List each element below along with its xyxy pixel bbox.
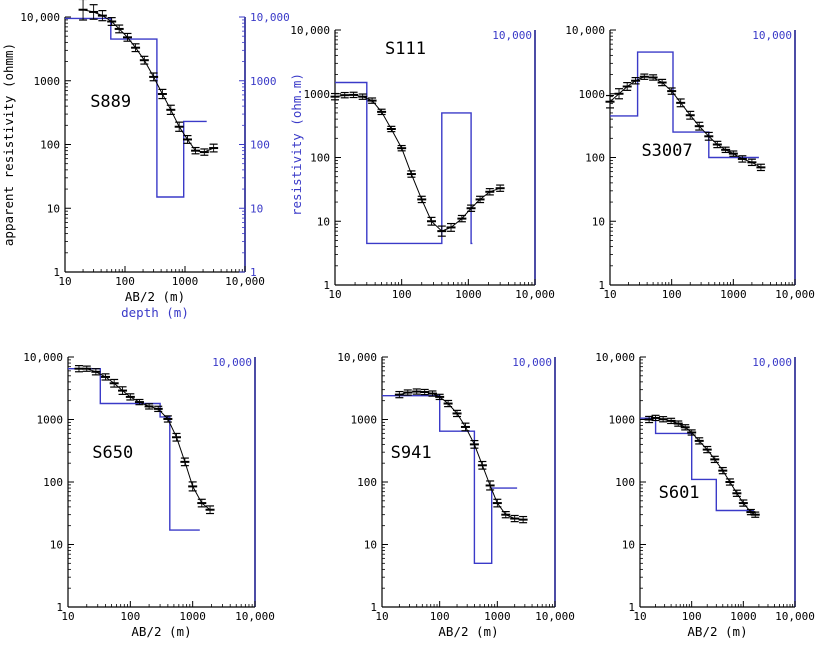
y-tick-label: 1	[56, 601, 63, 614]
sounding-title: S3007	[641, 141, 692, 161]
y-tick-label: 10	[317, 215, 330, 228]
sounding-title: S650	[92, 443, 133, 463]
x-tick-label: 1000	[455, 288, 482, 301]
right-axis-title: resistivity (ohm.m)	[289, 73, 304, 216]
y-tick-label: 1000	[304, 88, 331, 101]
y-tick-label: 1	[598, 279, 605, 292]
x-axis-title: AB/2 (m)	[438, 624, 498, 639]
x-tick-label: 1000	[179, 610, 206, 623]
y-axis-title: apparent resistivity (ohmm)	[1, 43, 16, 246]
y-tick-label: 10,000	[595, 351, 635, 364]
panel-s889: 10 100 1000 10,000 1 10 100 1000 10,000 1 10 100 100…	[0, 0, 322, 345]
panel-s650: 10 100 1000 10,000 1 10 100 1000 10,000 10,000 S65…	[5, 345, 305, 648]
right-tick-label: 10	[250, 202, 263, 215]
y-tick-label: 100	[40, 139, 60, 152]
y-tick-label: 100	[310, 152, 330, 165]
x-tick-label: 10	[633, 610, 646, 623]
y-tick-label: 1000	[579, 88, 606, 101]
panel-s111: 10 100 1000 10,000 1 10 100 1000 10,000 10,000 S11…	[285, 0, 565, 345]
x-tick-label: 10,000	[775, 610, 815, 623]
chart-S889: 10 100 1000 10,000110100100010,000110100100…	[1, 0, 304, 320]
y-tick-label: 100	[615, 476, 635, 489]
right-axis-top-label: 10,000	[752, 29, 792, 42]
y-tick-label: 1	[628, 601, 635, 614]
y-tick-label: 1	[323, 279, 330, 292]
right-axis-top-label: 10,000	[512, 356, 552, 369]
y-tick-label: 1	[370, 601, 377, 614]
x-tick-label: 100	[662, 288, 682, 301]
sounding-curve	[79, 368, 211, 511]
right-tick-label: 1	[250, 266, 257, 279]
x-tick-label: 1000	[484, 610, 511, 623]
right-axis-top-label: 10,000	[212, 356, 252, 369]
right-axis-top-label: 10,000	[752, 356, 792, 369]
model-step-curve	[68, 368, 200, 531]
x-axis-title: AB/2 (m)	[687, 624, 747, 639]
sounding-curve	[334, 94, 501, 232]
x-tick-label: 1000	[730, 610, 757, 623]
y-tick-label: 10,000	[337, 351, 377, 364]
x-tick-label: 10,000	[225, 275, 265, 288]
y-tick-label: 10	[364, 539, 377, 552]
y-tick-label: 10,000	[565, 24, 605, 37]
x-tick-label: 10,000	[235, 610, 275, 623]
sounding-title: S889	[90, 92, 131, 112]
y-tick-label: 10	[50, 539, 63, 552]
y-tick-label: 100	[585, 152, 605, 165]
x-axis-title: AB/2 (m)	[125, 289, 185, 304]
x-tick-label: 10	[603, 288, 616, 301]
x-tick-label: 10	[61, 610, 74, 623]
x-tick-label: 1000	[720, 288, 747, 301]
y-tick-label: 10,000	[23, 351, 63, 364]
panel-s941: 10 100 1000 10,000 1 10 100 1000 10,000 10,000 S94…	[320, 345, 580, 648]
y-tick-label: 1000	[34, 75, 61, 88]
y-tick-label: 1000	[351, 414, 378, 427]
x-axis-title: AB/2 (m)	[131, 624, 191, 639]
panel-s3007: 10 100 1000 10,000 1 10 100 1000 10,000 10,000 S30…	[565, 0, 829, 345]
model-step-curve	[335, 81, 473, 245]
x-tick-label: 10	[58, 275, 71, 288]
x-tick-label: 100	[430, 610, 450, 623]
panel-s601: 10 100 1000 10,000 1 10 100 1000 10,000 10,000 S60…	[575, 345, 829, 648]
x-tick-label: 10,000	[775, 288, 815, 301]
x-tick-label: 100	[392, 288, 412, 301]
y-tick-label: 1	[53, 266, 60, 279]
right-tick-label: 10,000	[250, 11, 290, 24]
x-tick-label: 10,000	[535, 610, 575, 623]
right-axis-top-label: 10,000	[492, 29, 532, 42]
y-tick-label: 10,000	[290, 24, 330, 37]
y-tick-label: 100	[357, 476, 377, 489]
x-tick-label: 10	[328, 288, 341, 301]
x-tick-label: 10	[375, 610, 388, 623]
sounding-title: S111	[385, 39, 426, 59]
x-tick-label: 100	[682, 610, 702, 623]
x-tick-label: 100	[120, 610, 140, 623]
y-tick-label: 10	[622, 539, 635, 552]
right-tick-label: 100	[250, 139, 270, 152]
sounding-title: S601	[659, 483, 700, 503]
right-tick-label: 1000	[250, 75, 277, 88]
depth-axis-title: depth (m)	[121, 305, 189, 320]
model-step-curve	[382, 395, 518, 564]
y-tick-label: 1000	[609, 414, 636, 427]
x-tick-label: 100	[115, 275, 135, 288]
y-tick-label: 10,000	[20, 11, 60, 24]
x-tick-label: 1000	[172, 275, 199, 288]
x-tick-label: 10,000	[515, 288, 555, 301]
sounding-curve	[82, 9, 214, 153]
y-tick-label: 100	[43, 476, 63, 489]
y-tick-label: 1000	[37, 414, 64, 427]
y-tick-label: 10	[47, 202, 60, 215]
y-tick-label: 10	[592, 215, 605, 228]
sounding-title: S941	[391, 443, 432, 463]
